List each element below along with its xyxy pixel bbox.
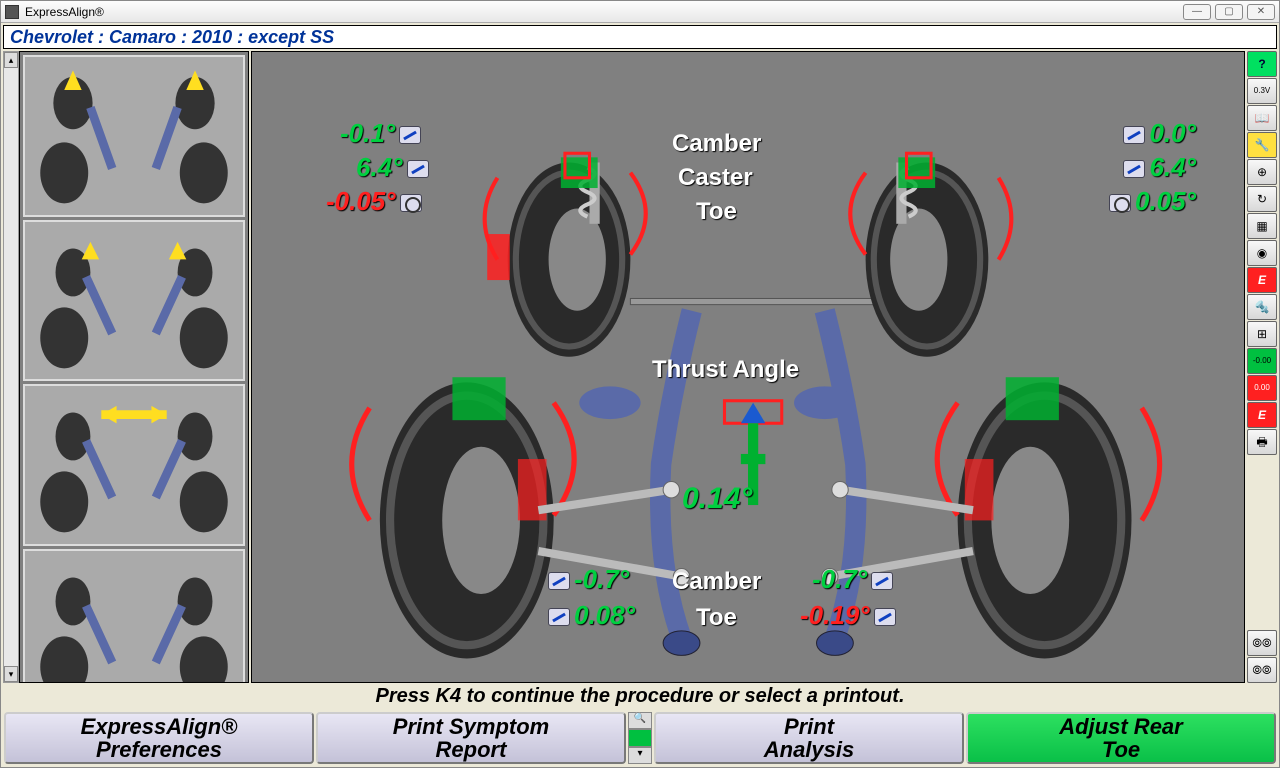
tool-spec-pos[interactable]: 0.00 [1247,375,1277,401]
bottom-button-row: ExpressAlign® Preferences Print Symptom … [1,709,1279,767]
tool-express-e2[interactable]: E [1247,402,1277,428]
tool-spec-neg[interactable]: -0.00 [1247,348,1277,374]
tool-grid[interactable]: ▦ [1247,213,1277,239]
tool-reset[interactable]: ↻ [1247,186,1277,212]
mid-search-button[interactable]: 🔍 [628,712,652,729]
right-toolbar: ? 0.3V 📖 🔧 ⊕ ↻ ▦ ◉ E 🔩 ⊞ -0.00 0.00 E 🖶 … [1247,51,1277,683]
rl-toe: 0.08° [544,600,635,631]
tool-express-e1[interactable]: E [1247,267,1277,293]
hint-text: Press K4 to continue the procedure or se… [1,683,1279,709]
thumbs-scroll-down[interactable]: ▾ [4,666,18,682]
rl-camber: -0.7° [544,564,629,595]
close-button[interactable]: ✕ [1247,4,1275,20]
wrench-icon[interactable] [548,608,570,626]
label-thrust: Thrust Angle [652,356,799,384]
tool-bolts[interactable]: 🔩 [1247,294,1277,320]
label-toe-rear: Toe [696,604,737,632]
fl-camber: -0.1° [340,118,425,149]
fr-toe: 0.05° [1105,186,1196,217]
print-analysis-button[interactable]: Print Analysis [654,712,964,764]
step-thumb-1[interactable] [23,55,245,217]
tool-target[interactable]: ⊕ [1247,159,1277,185]
wrench-icon[interactable] [1123,126,1145,144]
fl-caster: 6.4° [356,152,433,183]
fl-toe: -0.05° [326,186,426,217]
tool-print[interactable]: 🖶 [1247,429,1277,455]
maximize-button[interactable]: ▢ [1215,4,1243,20]
wrench-icon[interactable] [399,126,421,144]
help-button[interactable]: ? [1247,51,1277,77]
thumbs-scroll-track[interactable] [4,68,18,666]
window-title: ExpressAlign® [25,5,104,19]
wrench-icon[interactable] [548,572,570,590]
minimize-button[interactable]: — [1183,4,1211,20]
adjust-rear-toe-button[interactable]: Adjust Rear Toe [966,712,1276,764]
label-caster: Caster [678,164,753,192]
label-camber-front: Camber [672,130,761,158]
app-icon [5,5,19,19]
wrench-icon[interactable] [871,572,893,590]
label-camber-rear: Camber [672,568,761,596]
tool-scope[interactable]: ◉ [1247,240,1277,266]
tool-manual[interactable]: 📖 [1247,105,1277,131]
tool-layout[interactable]: ⊞ [1247,321,1277,347]
mid-down-button[interactable]: ▾ [628,747,652,764]
alignment-canvas: Camber Caster Toe -0.1° 6.4° -0.05° 0.0°… [251,51,1245,683]
step-thumb-4[interactable] [23,549,245,683]
preferences-button[interactable]: ExpressAlign® Preferences [4,712,314,764]
wrench-icon[interactable] [1123,160,1145,178]
fr-camber: 0.0° [1119,118,1196,149]
steering-icon[interactable] [1109,194,1131,212]
rr-camber: -0.7° [812,564,897,595]
vehicle-spec-text: Chevrolet : Camaro : 2010 : except SS [10,27,334,48]
tool-axle-front[interactable]: ⦾⦾ [1247,630,1277,656]
label-toe-front: Toe [696,198,737,226]
thumbs-scroll-up[interactable]: ▴ [4,52,18,68]
fr-caster: 6.4° [1119,152,1196,183]
tool-sensor[interactable]: 🔧 [1247,132,1277,158]
print-symptom-button[interactable]: Print Symptom Report [316,712,626,764]
tool-voltage[interactable]: 0.3V [1247,78,1277,104]
wrench-icon[interactable] [874,608,896,626]
wrench-icon[interactable] [407,160,429,178]
vehicle-spec-bar[interactable]: Chevrolet : Camaro : 2010 : except SS [3,25,1277,49]
rr-toe: -0.19° [800,600,900,631]
step-thumbnails: ▴ ▾ [3,51,249,683]
tool-axle-rear[interactable]: ⦾⦾ [1247,657,1277,683]
mid-green-button[interactable] [628,729,652,746]
steering-icon[interactable] [400,194,422,212]
step-thumb-2[interactable] [23,220,245,382]
thrust-angle-value: 0.14° [682,482,752,516]
step-thumb-3[interactable] [23,384,245,546]
window-titlebar: ExpressAlign® — ▢ ✕ [1,1,1279,23]
